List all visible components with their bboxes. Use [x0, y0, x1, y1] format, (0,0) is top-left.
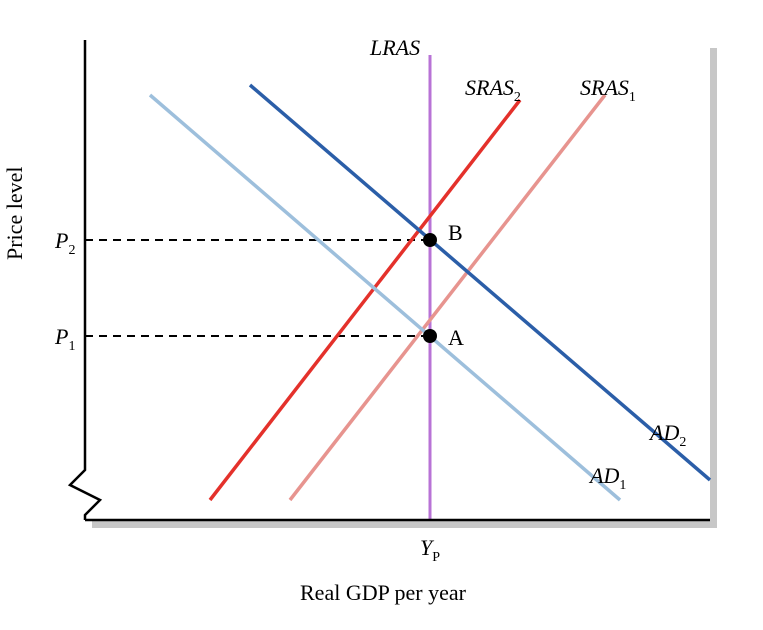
p2-tick: P2: [54, 228, 75, 258]
y-axis-title: Price level: [2, 167, 28, 260]
point-b-label: B: [448, 220, 463, 245]
yp-tick: YP: [420, 535, 440, 565]
x-axis-title: Real GDP per year: [300, 580, 467, 605]
economics-chart: LRAS SRAS2 SRAS1 AD2 AD1 B A P2 P1 YP Re…: [0, 0, 763, 630]
plot-bg: [85, 40, 710, 520]
point-b: [423, 233, 437, 247]
point-a-label: A: [448, 325, 464, 350]
p1-tick: P1: [54, 324, 75, 354]
lras-label: LRAS: [369, 35, 420, 60]
point-a: [423, 329, 437, 343]
